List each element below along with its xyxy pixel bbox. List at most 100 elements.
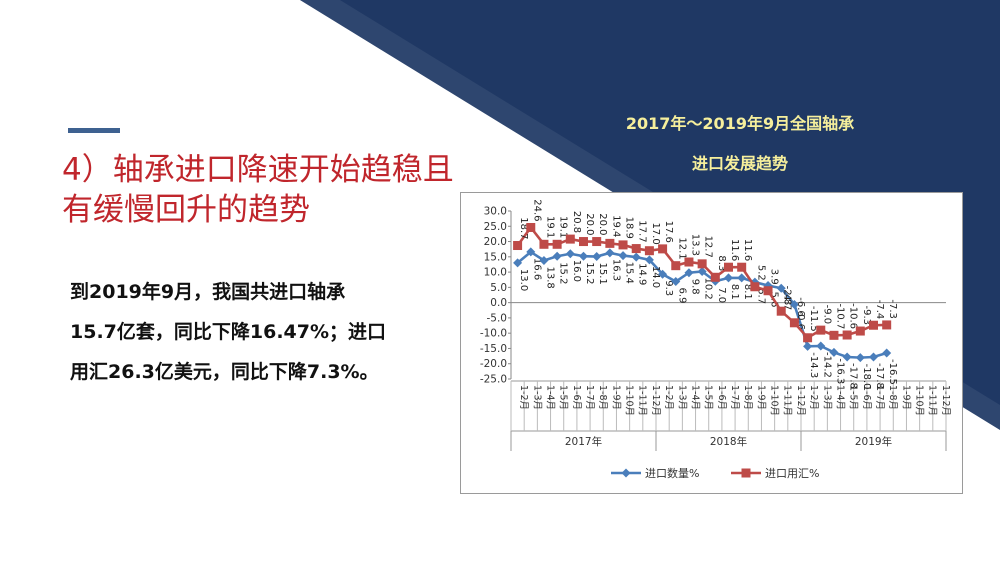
y-tick-label: 0.0 [490, 297, 507, 309]
x-tick-label: 1-4月 [834, 385, 845, 410]
data-point [829, 347, 839, 357]
slide-heading: 4）轴承进口降速开始趋稳且 有缓慢回升的趋势 [62, 150, 454, 230]
data-label: 15.1 [597, 263, 608, 285]
data-point [605, 248, 615, 258]
x-tick-label: 1-3月 [821, 385, 832, 410]
data-label: -6.6 [795, 297, 806, 317]
x-tick-label: 1-7月 [874, 385, 885, 410]
heading-line-2: 有缓慢回升的趋势 [62, 192, 310, 228]
data-point [658, 269, 668, 279]
data-point [776, 306, 786, 316]
chart-title-line-1: 2017年～2019年9月全国轴承 [625, 114, 855, 133]
x-tick-label: 1-8月 [597, 385, 608, 410]
summary-line-1: 到2019年9月，我国共进口轴承 [70, 281, 346, 303]
data-point [869, 320, 878, 330]
data-label: 20.0 [584, 213, 595, 235]
data-label: 6.7 [755, 288, 766, 304]
data-point [855, 353, 865, 363]
data-point [552, 251, 562, 261]
data-label: 5.2 [755, 265, 766, 281]
data-point [565, 249, 575, 259]
x-tick-label: 1-3月 [531, 385, 542, 410]
legend-marker [741, 468, 751, 478]
data-point [579, 251, 588, 261]
data-label: 20.8 [571, 211, 582, 233]
x-tick-label: 1-5月 [558, 385, 569, 410]
y-tick-label: -5.0 [487, 312, 508, 324]
data-point [579, 237, 588, 247]
data-label: 11.6 [742, 239, 753, 261]
data-point [710, 272, 720, 282]
data-point [658, 244, 668, 254]
x-tick-label: 1-6月 [716, 385, 727, 410]
data-point [684, 268, 694, 278]
data-point [526, 222, 536, 232]
y-tick-label: 30.0 [484, 206, 507, 218]
data-label: -16.5 [887, 359, 898, 385]
heading-line-1: 4）轴承进口降速开始趋稳且 [62, 152, 454, 188]
year-label: 2017年 [565, 435, 602, 448]
x-tick-label: 1-9月 [755, 385, 766, 410]
summary-text: 到2019年9月，我国共进口轴承 15.7亿套，同比下降16.47%；进口 用汇… [70, 272, 386, 392]
data-point [882, 320, 892, 330]
data-point [763, 286, 773, 296]
y-tick-label: 10.0 [484, 267, 507, 279]
data-point [513, 241, 523, 251]
data-point [789, 299, 799, 309]
data-label: 15.4 [624, 262, 635, 284]
data-label: 9.8 [689, 279, 700, 295]
data-point [697, 266, 707, 276]
data-point [526, 247, 536, 257]
data-point [750, 282, 760, 292]
data-point [539, 255, 549, 265]
x-tick-label: 1-8月 [742, 385, 753, 410]
data-label: 8.3 [716, 255, 727, 271]
chart-panel: 30.0 25.0 20.0 15.0 10.0 5.0 0.0 -5.0 -10.0 -15.0… [460, 192, 963, 494]
data-label: 19.1 [558, 216, 569, 238]
data-point [513, 258, 523, 268]
data-point [776, 283, 786, 293]
x-tick-label: 1-9月 [900, 385, 911, 410]
legend-label: 进口用汇% [765, 467, 819, 480]
data-point [539, 239, 549, 249]
data-label: 19.4 [610, 215, 621, 237]
data-label: 4.7 [782, 294, 793, 310]
data-point [552, 239, 562, 249]
y-tick-label: 15.0 [484, 251, 507, 263]
data-point [882, 348, 892, 358]
data-label: 17.0 [650, 222, 661, 244]
data-label: -14.2 [821, 352, 832, 378]
legend-marker [621, 468, 631, 478]
chart-title-line-2: 进口发展趋势 [691, 154, 788, 173]
data-label: -17.8 [848, 363, 859, 389]
x-tick-label: 1-6月 [571, 385, 582, 410]
data-label: -0.6 [795, 310, 806, 330]
data-point [789, 318, 799, 328]
x-tick-label: 1-7月 [729, 385, 740, 410]
data-point [644, 255, 654, 265]
data-label: 8.1 [742, 284, 753, 300]
x-tick-label: 1-2月 [518, 385, 529, 410]
x-tick-label: 1-8月 [887, 385, 898, 410]
data-label: -9.3 [861, 306, 872, 326]
x-tick-label: 1-2月 [808, 385, 819, 410]
data-point [724, 262, 733, 272]
summary-line-2: 15.7亿套，同比下降16.47%；进口 [70, 321, 387, 343]
data-label: 15.2 [558, 262, 569, 284]
legend-label: 进口数量% [645, 467, 699, 480]
x-tick-label: 1-4月 [544, 385, 555, 410]
data-label: 14.0 [650, 266, 661, 288]
y-tick-label: 25.0 [484, 221, 507, 233]
data-label: 10.2 [703, 277, 714, 299]
data-label: 19.1 [544, 216, 555, 238]
data-label: 18.9 [624, 217, 635, 239]
data-label: 14.9 [637, 263, 648, 285]
data-label: 17.6 [663, 221, 674, 243]
data-label: 16.6 [531, 258, 542, 280]
x-tick-label: 1-10月 [769, 385, 780, 416]
data-point [684, 257, 694, 267]
data-point [592, 237, 602, 247]
x-tick-label: 1-10月 [914, 385, 925, 416]
data-label: 13.0 [518, 269, 529, 291]
data-label: 16.0 [571, 260, 582, 282]
